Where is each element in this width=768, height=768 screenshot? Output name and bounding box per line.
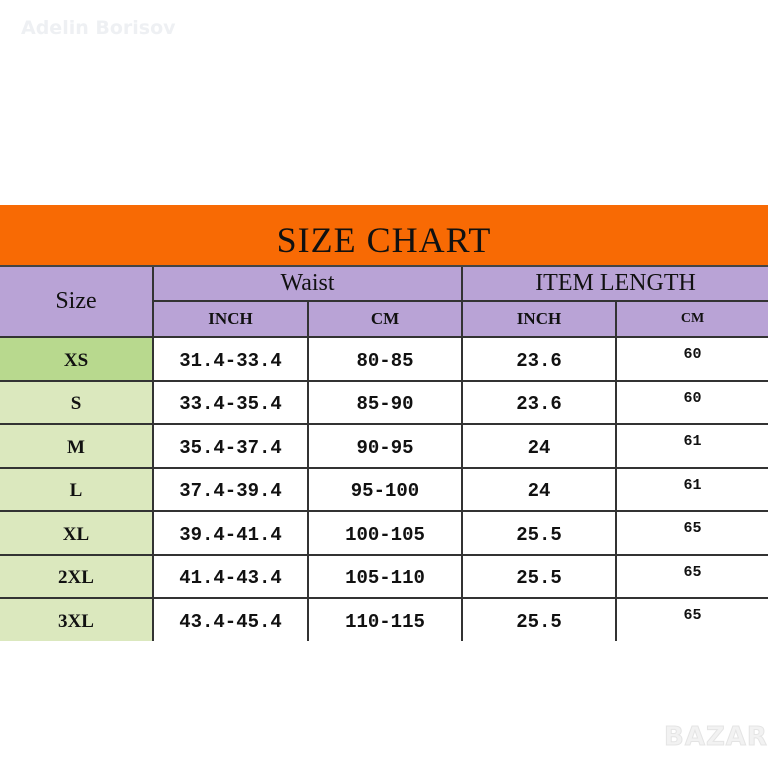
cell-waist-cm: 85-90	[307, 379, 463, 425]
cell-length-inch: 25.5	[461, 597, 617, 641]
cell-waist-cm: 95-100	[307, 466, 463, 512]
watermark-text: Adelin Borisov	[21, 17, 176, 39]
cell-size: L	[0, 466, 154, 512]
cell-length-inch: 25.5	[461, 510, 617, 556]
cell-length-cm: 65	[614, 510, 768, 556]
header-size: Size	[0, 267, 154, 338]
cell-size: XS	[0, 336, 154, 382]
cell-length-cm: 60	[614, 379, 768, 425]
header-waist: Waist	[152, 267, 463, 302]
cell-waist-cm: 110-115	[307, 597, 463, 641]
table-row: L 37.4-39.4 95-100 24 61	[0, 466, 768, 512]
cell-waist-inch: 33.4-35.4	[152, 379, 309, 425]
cell-length-cm: 65	[614, 553, 768, 599]
cell-length-cm: 65	[614, 597, 768, 641]
cell-waist-inch: 39.4-41.4	[152, 510, 309, 556]
table-row: M 35.4-37.4 90-95 24 61	[0, 423, 768, 469]
cell-size: 3XL	[0, 597, 154, 641]
cell-waist-inch: 35.4-37.4	[152, 423, 309, 469]
cell-waist-cm: 105-110	[307, 553, 463, 599]
header-item-length: ITEM LENGTH	[460, 267, 768, 302]
cell-waist-cm: 100-105	[307, 510, 463, 556]
header-waist-inch: INCH	[153, 300, 309, 338]
table-row: 3XL 43.4-45.4 110-115 25.5 65	[0, 597, 768, 641]
table-row: 2XL 41.4-43.4 105-110 25.5 65	[0, 553, 768, 599]
cell-waist-cm: 90-95	[307, 423, 463, 469]
cell-length-cm: 60	[614, 336, 768, 382]
cell-waist-cm: 80-85	[307, 336, 463, 382]
cell-length-inch: 24	[461, 423, 617, 469]
bazar-logo: BAZAR	[664, 722, 768, 753]
table-row: XL 39.4-41.4 100-105 25.5 65	[0, 510, 768, 556]
header-length-inch: INCH	[461, 300, 617, 338]
cell-size: M	[0, 423, 154, 469]
cell-waist-inch: 41.4-43.4	[152, 553, 309, 599]
table-row: S 33.4-35.4 85-90 23.6 60	[0, 379, 768, 425]
cell-size: XL	[0, 510, 154, 556]
cell-length-cm: 61	[614, 466, 768, 512]
cell-length-inch: 23.6	[461, 336, 617, 382]
table-row: XS 31.4-33.4 80-85 23.6 60	[0, 336, 768, 382]
size-chart-banner: SIZE CHART	[0, 205, 768, 267]
header-length-cm: CM	[614, 300, 768, 338]
cell-waist-inch: 31.4-33.4	[152, 336, 309, 382]
header-waist-cm: CM	[307, 300, 463, 338]
cell-length-cm: 61	[614, 423, 768, 469]
size-table: Size Waist ITEM LENGTH INCH CM INCH CM X…	[0, 267, 768, 641]
cell-length-inch: 23.6	[461, 379, 617, 425]
cell-size: 2XL	[0, 553, 154, 599]
cell-length-inch: 24	[461, 466, 617, 512]
cell-length-inch: 25.5	[461, 553, 617, 599]
chart-title: SIZE CHART	[276, 220, 492, 260]
cell-waist-inch: 43.4-45.4	[152, 597, 309, 641]
cell-size: S	[0, 379, 154, 425]
cell-waist-inch: 37.4-39.4	[152, 466, 309, 512]
